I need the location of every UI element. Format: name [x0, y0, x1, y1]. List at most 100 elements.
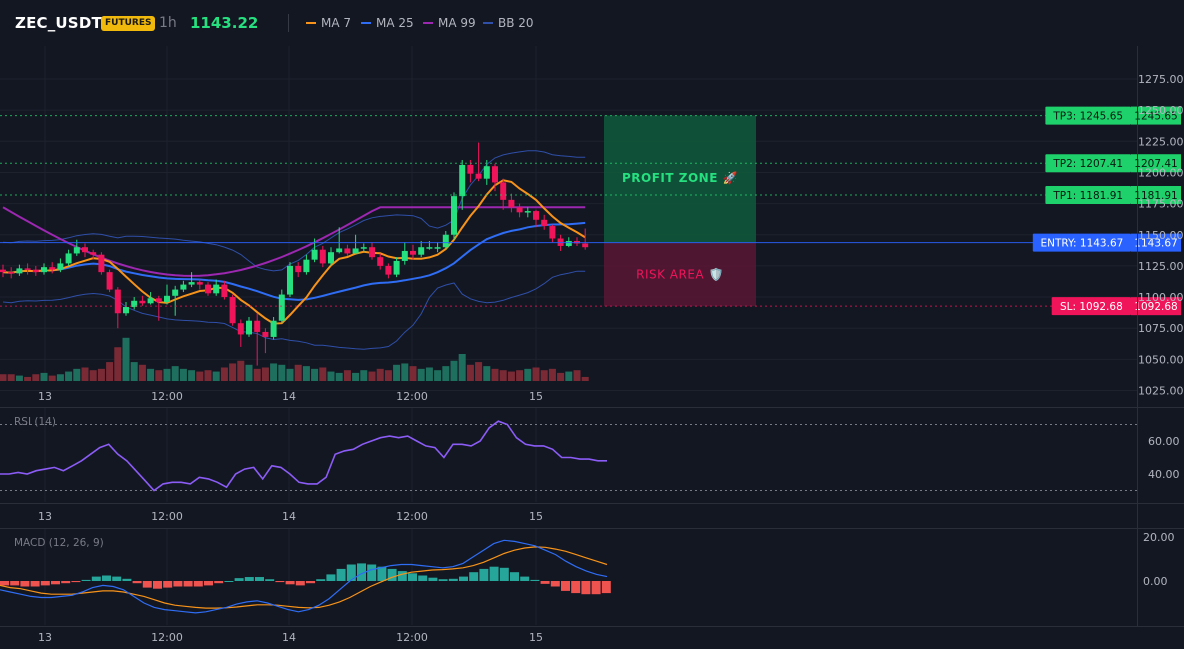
candle-body — [114, 289, 121, 314]
axes: 1275.00 1250.00 1225.00 1200.00 1175.00 1150.… — [0, 46, 1184, 644]
legend-ma25-swatch — [361, 21, 371, 24]
candle-body — [328, 252, 334, 264]
bb-lower-line — [2, 270, 586, 350]
macd-histogram-bar — [479, 568, 489, 581]
macd-histogram-bar — [244, 577, 254, 581]
volume-bar — [24, 376, 32, 381]
candle-body — [237, 323, 244, 335]
symbol-label[interactable]: ZEC_USDT — [15, 14, 102, 32]
candle-body — [123, 307, 129, 314]
legend-bb20-label: BB 20 — [498, 16, 534, 30]
bb-upper-line — [2, 150, 586, 272]
macd-histogram-bar — [499, 567, 509, 581]
volume-bar — [302, 366, 310, 381]
candle-body — [82, 247, 88, 253]
candle-body — [426, 247, 433, 249]
legend-ma25[interactable]: MA 25 — [361, 16, 414, 30]
macd-histogram-bar — [0, 581, 9, 586]
macd-histogram-bar — [459, 576, 468, 581]
volume-bar — [15, 375, 23, 381]
candle-body — [254, 320, 261, 332]
macd-histogram-bar — [285, 581, 295, 585]
candle-body — [336, 248, 343, 253]
macd-tick-label: 20.00 — [1143, 531, 1175, 544]
candle-body — [180, 284, 187, 290]
time-label: 12:00 — [151, 631, 183, 644]
macd-histogram-bar — [489, 566, 499, 581]
macd-histogram-bar — [469, 572, 479, 581]
candle-body — [90, 252, 97, 255]
candle-body — [65, 253, 72, 264]
volume-bar — [81, 367, 89, 381]
candle-body — [451, 196, 457, 235]
candle-body — [57, 263, 64, 270]
rsi-tick-label: 60.00 — [1148, 435, 1180, 448]
legend-bb20[interactable]: BB 20 — [483, 16, 534, 30]
volume-bar — [376, 368, 384, 381]
candle-body — [524, 211, 531, 213]
macd-histogram-bar — [132, 581, 142, 584]
timeframe-label[interactable]: 1h — [159, 15, 177, 31]
volume-bar — [434, 370, 442, 381]
legend-ma7-swatch — [306, 21, 316, 24]
macd-histogram-bar — [204, 581, 213, 586]
time-label: 15 — [529, 510, 543, 523]
volume-bar — [106, 362, 114, 381]
entry-tag — [1032, 233, 1131, 252]
profit-zone — [604, 115, 756, 243]
candle-body — [549, 226, 556, 239]
macd-histogram-bar — [561, 581, 570, 591]
time-label: 12:00 — [396, 631, 428, 644]
candle-body — [533, 211, 539, 220]
candle-body — [377, 257, 384, 266]
candle-body — [188, 282, 195, 285]
volume-bar — [56, 374, 64, 381]
entry-axis-tag — [1131, 233, 1181, 252]
candle-body — [442, 234, 449, 248]
time-label: 14 — [282, 510, 296, 523]
candle-body — [344, 248, 351, 254]
macd-histogram-bar — [540, 581, 550, 584]
price-tick-label: 1125.00 — [1138, 260, 1184, 273]
chart-header: ZEC_USDT FUTURES 1h 1143.22 MA 7 MA 25 M… — [0, 0, 1184, 46]
volume-bar — [475, 362, 483, 381]
time-label: 13 — [38, 631, 52, 644]
candle-body — [32, 269, 39, 273]
volume-bar — [179, 368, 187, 381]
price-tick-label: 1225.00 — [1138, 135, 1184, 148]
macd-histogram-bar — [265, 579, 275, 581]
candle-body — [565, 240, 572, 246]
macd-line — [0, 539, 608, 614]
macd-histogram-bar — [306, 581, 315, 584]
candlesticks[interactable] — [0, 142, 589, 366]
volume-bar — [343, 370, 351, 381]
volume-bar — [212, 371, 220, 381]
candle-body — [131, 300, 138, 308]
volume-bar — [48, 375, 56, 381]
price-tick-label: 1250.00 — [1138, 104, 1184, 117]
volume-bar — [516, 370, 524, 381]
candle-body — [229, 297, 236, 324]
tp2-axis-tag — [1131, 154, 1181, 173]
time-label: 12:00 — [396, 510, 428, 523]
tp1-tag — [1045, 185, 1131, 204]
volume-bar — [73, 368, 81, 381]
macd-histogram-bar — [581, 581, 591, 595]
macd-histogram-bar — [295, 581, 305, 586]
price-tick-label: 1275.00 — [1138, 73, 1184, 86]
legend-ma7[interactable]: MA 7 — [306, 16, 351, 30]
time-label: 14 — [282, 390, 296, 403]
candle-body — [385, 265, 392, 275]
entry-axis-label: 1143.67 — [1134, 238, 1177, 250]
volume-bar — [458, 354, 466, 381]
volume-bar — [261, 367, 269, 381]
macd-histogram-bar — [91, 576, 101, 581]
legend-bb20-swatch — [483, 21, 493, 24]
volume-bar — [548, 368, 556, 381]
legend-ma99[interactable]: MA 99 — [423, 16, 476, 30]
candle-body — [164, 295, 170, 303]
candle-body — [155, 298, 162, 303]
volume-bar — [425, 367, 433, 381]
tp2-axis-label: 1207.41 — [1134, 158, 1177, 170]
